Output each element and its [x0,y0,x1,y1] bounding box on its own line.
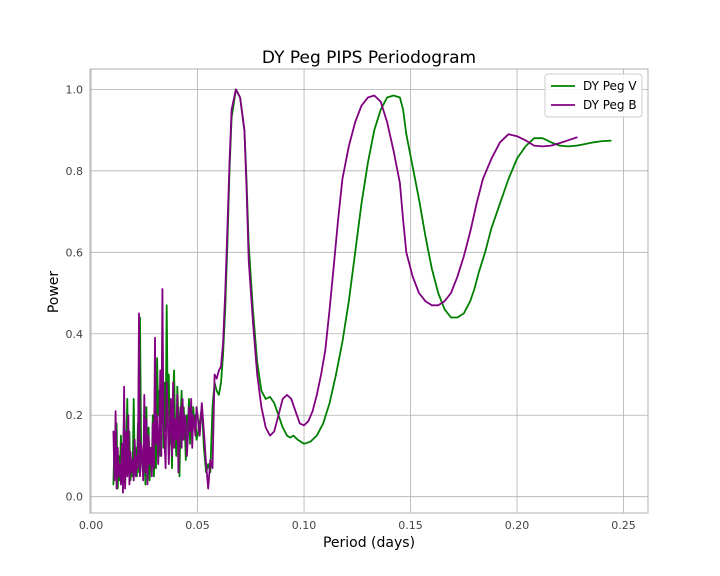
grid [90,69,648,513]
x-tick-label: 0.00 [79,519,104,532]
x-tick-label: 0.20 [505,519,530,532]
y-tick-label: 0.6 [66,246,84,259]
y-tick-label: 0.2 [66,409,84,422]
y-tick-label: 0.8 [66,165,84,178]
y-tick-label: 0.0 [66,491,84,504]
legend: DY Peg V DY Peg B [544,73,643,118]
y-tick-label: 0.4 [66,328,84,341]
series-line-b [112,88,578,494]
y-tick-label: 1.0 [66,83,84,96]
legend-box [544,73,643,118]
x-tick-label: 0.05 [185,519,210,532]
legend-label-b: DY Peg B [583,98,637,112]
y-axis-label: Power [46,271,62,314]
x-tick-label: 0.25 [611,519,636,532]
x-tick-label: 0.10 [292,519,317,532]
plot-frame [89,68,649,514]
chart-title: DY Peg PIPS Periodogram [262,48,476,68]
tick-labels: 0.00 0.05 0.10 0.15 0.20 0.25 0.0 0.2 0.4 0.6 0.8 1… [66,83,636,532]
x-tick-label: 0.15 [398,519,423,532]
legend-label-v: DY Peg V [583,79,637,93]
x-axis-label: Period (days) [323,535,415,551]
series-layer [112,88,612,494]
